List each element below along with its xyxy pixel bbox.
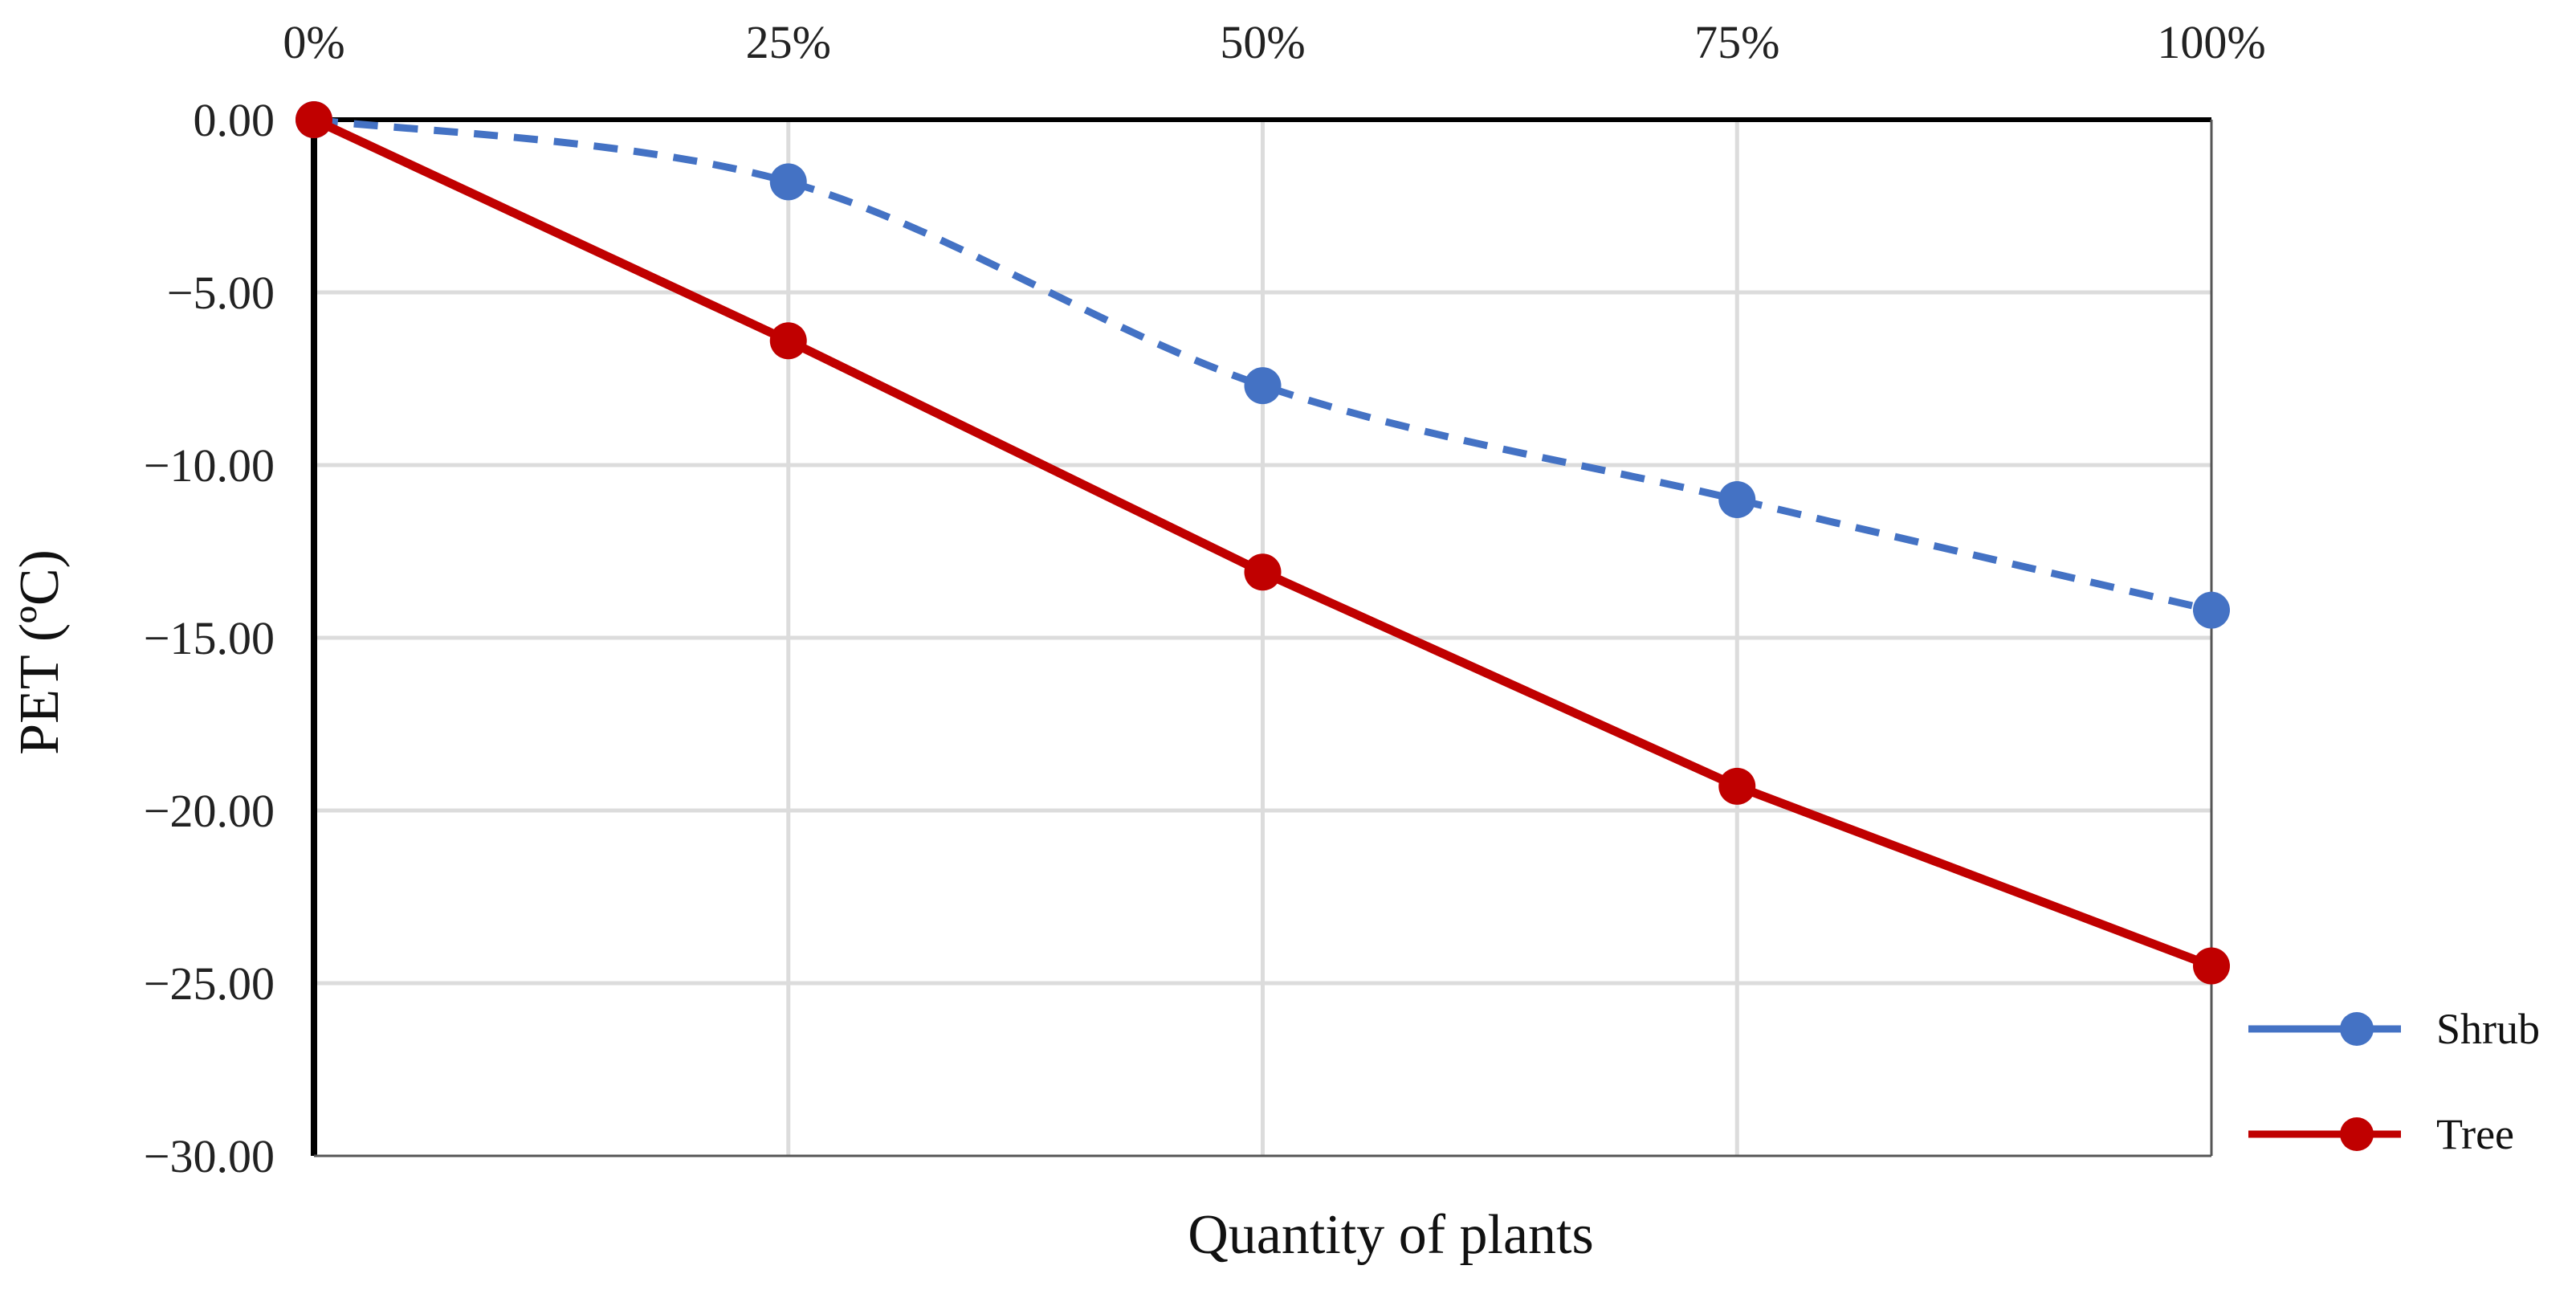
data-point-shrub [2193, 591, 2230, 629]
x-tick-label: 100% [2157, 16, 2265, 68]
y-tick-label: −25.00 [144, 957, 275, 1010]
x-tick-label: 0% [283, 16, 344, 68]
legend-marker-tree [2340, 1117, 2374, 1151]
grid-lines [314, 120, 2211, 1156]
axes [311, 117, 2213, 1157]
data-point-shrub [1244, 367, 1282, 405]
data-point-tree [769, 322, 807, 360]
y-tick-label: −10.00 [144, 439, 275, 492]
y-tick-label: −20.00 [144, 785, 275, 837]
x-tick-label: 50% [1220, 16, 1305, 68]
data-point-tree [296, 101, 332, 138]
y-tick-label: 0.00 [194, 94, 275, 146]
data-point-tree [2193, 947, 2230, 985]
legend-marker-shrub [2340, 1012, 2374, 1046]
y-tick-label: −15.00 [144, 612, 275, 664]
x-tick-label: 25% [746, 16, 831, 68]
data-point-tree [1244, 553, 1282, 591]
data-point-shrub [769, 163, 807, 201]
legend-label-tree: Tree [2436, 1110, 2514, 1158]
data-point-shrub [1718, 481, 1756, 518]
y-tick-labels: 0.00 −5.00 −10.00 −15.00 −20.00 −25.00 −30.00 [144, 94, 275, 1182]
data-point-tree [1718, 767, 1756, 805]
series-group [296, 101, 2230, 985]
legend: Shrub Tree [2248, 1005, 2540, 1158]
legend-label-shrub: Shrub [2436, 1005, 2540, 1053]
x-tick-labels: 0% 25% 50% 75% 100% [283, 16, 2265, 68]
series-line-shrub [313, 116, 2213, 614]
x-tick-label: 75% [1694, 16, 1779, 68]
y-tick-label: −30.00 [144, 1130, 275, 1182]
y-axis-title: PET (ºC) [9, 549, 71, 755]
y-tick-label: −5.00 [167, 267, 275, 319]
x-axis-title: Quantity of plants [1188, 1204, 1593, 1266]
